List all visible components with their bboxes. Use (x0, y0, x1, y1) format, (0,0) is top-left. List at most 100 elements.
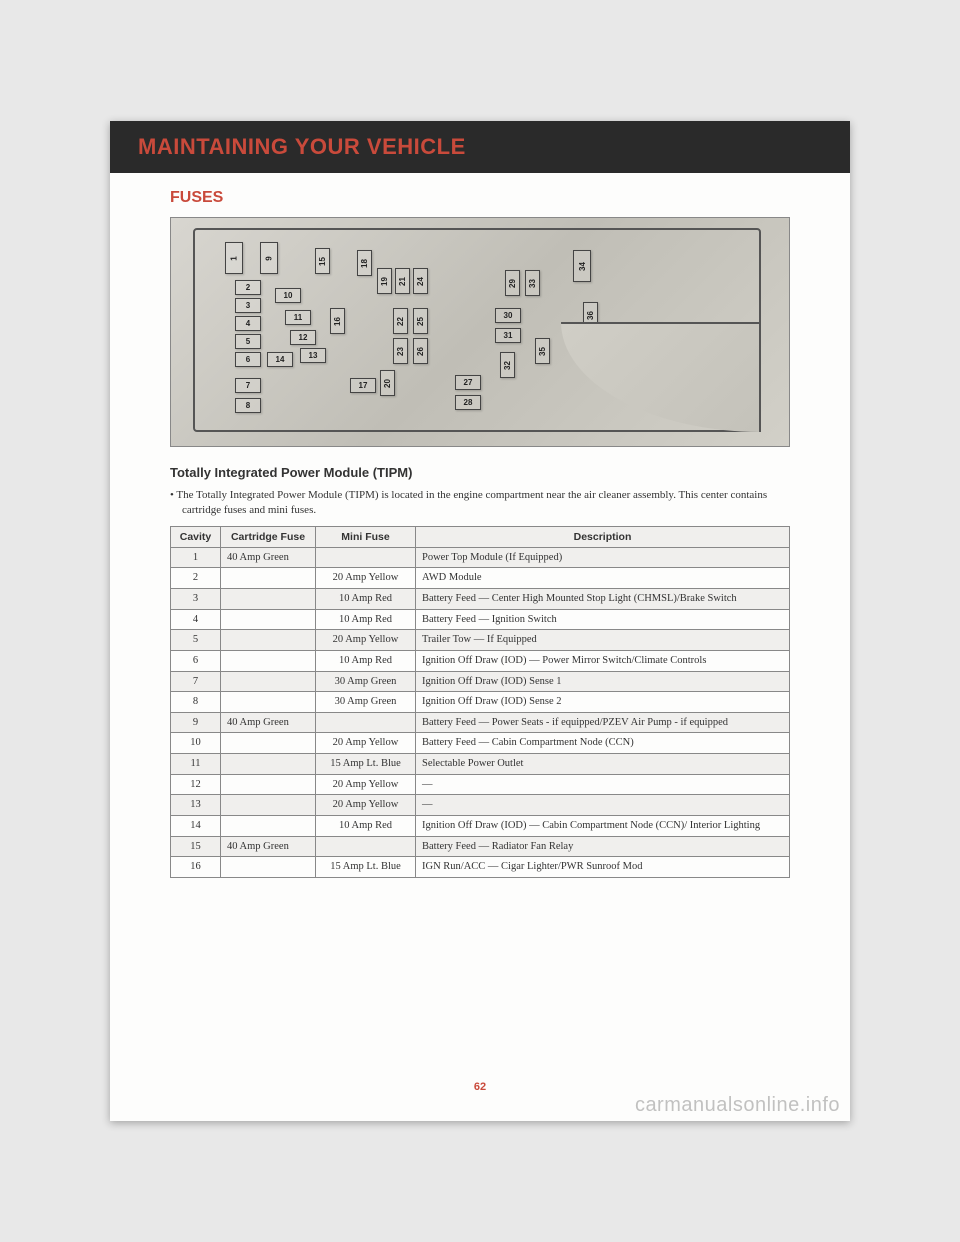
table-cell: 3 (171, 588, 221, 609)
diagram-curve (561, 322, 761, 432)
table-cell: 20 Amp Yellow (316, 733, 416, 754)
intro-bullet: The Totally Integrated Power Module (TIP… (170, 488, 790, 518)
table-cell: 16 (171, 857, 221, 878)
fuse-slot-35: 35 (535, 338, 550, 364)
table-row: 1540 Amp GreenBattery Feed — Radiator Fa… (171, 836, 790, 857)
page-number: 62 (110, 1081, 850, 1093)
table-row: 220 Amp YellowAWD Module (171, 568, 790, 589)
fuse-slot-29: 29 (505, 270, 520, 296)
fuse-slot-19: 19 (377, 268, 392, 294)
col-mini: Mini Fuse (316, 526, 416, 547)
table-row: 1115 Amp Lt. BlueSelectable Power Outlet (171, 754, 790, 775)
manual-page: MAINTAINING YOUR VEHICLE FUSES 19 1 5 1 8 2 10… (110, 121, 850, 1121)
fuse-slot-25: 25 (413, 308, 428, 334)
col-cavity: Cavity (171, 526, 221, 547)
table-row: 1410 Amp RedIgnition Off Draw (IOD) — Ca… (171, 816, 790, 837)
table-cell: 4 (171, 609, 221, 630)
table-cell: 5 (171, 630, 221, 651)
fuse-slot-17: 17 (350, 378, 376, 393)
fuse-slot-21: 21 (395, 268, 410, 294)
fuse-slot-6: 6 (235, 352, 261, 367)
fuse-slot-10: 10 (275, 288, 301, 303)
table-cell (221, 774, 316, 795)
table-cell (316, 712, 416, 733)
fuse-slot-5: 5 (235, 334, 261, 349)
table-cell: 20 Amp Yellow (316, 795, 416, 816)
table-cell: 10 (171, 733, 221, 754)
table-cell (221, 630, 316, 651)
table-cell: Selectable Power Outlet (416, 754, 790, 775)
table-cell: Ignition Off Draw (IOD) — Cabin Compartm… (416, 816, 790, 837)
col-cartridge: Cartridge Fuse (221, 526, 316, 547)
table-cell: Battery Feed — Radiator Fan Relay (416, 836, 790, 857)
table-cell: 10 Amp Red (316, 650, 416, 671)
fuse-slot-7: 7 (235, 378, 261, 393)
table-cell: AWD Module (416, 568, 790, 589)
header-title: MAINTAINING YOUR VEHICLE (138, 134, 466, 160)
table-row: 16 15 Amp Lt. BlueIGN Run/ACC — Cigar Lig… (171, 857, 790, 878)
table-cell: IGN Run/ACC — Cigar Lighter/PWR Sunroof … (416, 857, 790, 878)
table-cell (221, 795, 316, 816)
table-cell (221, 568, 316, 589)
fuse-slot-30: 30 (495, 308, 521, 323)
table-row: 12 20 Amp Yellow— (171, 774, 790, 795)
table-row: 940 Amp Green Battery Feed — Power Seats … (171, 712, 790, 733)
table-cell: 10 Amp Red (316, 588, 416, 609)
table-cell: 20 Amp Yellow (316, 774, 416, 795)
fuse-slot-9: 9 (260, 242, 278, 274)
fuse-slot-13: 13 (300, 348, 326, 363)
subsection-title: Totally Integrated Power Module (TIPM) (170, 465, 790, 480)
fuse-slot-34: 34 (573, 250, 591, 282)
table-row: 410 Amp RedBattery Feed — Ignition Switc… (171, 609, 790, 630)
fuse-slot-3: 3 (235, 298, 261, 313)
fuse-slot-23: 23 (393, 338, 408, 364)
table-cell: 14 (171, 816, 221, 837)
fuse-slot-8: 8 (235, 398, 261, 413)
table-cell (316, 547, 416, 568)
table-cell: 9 (171, 712, 221, 733)
table-cell: 10 Amp Red (316, 609, 416, 630)
table-row: 140 Amp GreenPower Top Module (If Equipp… (171, 547, 790, 568)
fuse-slot-11: 11 (285, 310, 311, 325)
fuse-slot-20: 20 (380, 370, 395, 396)
table-cell: Battery Feed — Cabin Compartment Node (C… (416, 733, 790, 754)
table-cell: 40 Amp Green (221, 547, 316, 568)
table-cell: 6 (171, 650, 221, 671)
fuse-slot-12: 12 (290, 330, 316, 345)
section-title: FUSES (170, 189, 790, 207)
fuse-slot-1: 1 (225, 242, 243, 274)
table-row: 610 Amp RedIgnition Off Draw (IOD) — Pow… (171, 650, 790, 671)
table-cell: 11 (171, 754, 221, 775)
table-cell: 30 Amp Green (316, 692, 416, 713)
table-cell: Battery Feed — Power Seats - if equipped… (416, 712, 790, 733)
fuse-slot-2: 2 (235, 280, 261, 295)
table-row: 3 10 Amp RedBattery Feed — Center High Mo… (171, 588, 790, 609)
fuse-slot-33: 33 (525, 270, 540, 296)
table-row: 1320 Amp Yellow— (171, 795, 790, 816)
table-cell (221, 733, 316, 754)
fuse-slot-4: 4 (235, 316, 261, 331)
page-content: FUSES 1915182101921243111641222255232661… (110, 173, 850, 878)
fuse-table: Cavity Cartridge Fuse Mini Fuse Descript… (170, 526, 790, 878)
fuse-slot-27: 27 (455, 375, 481, 390)
table-row: 10 20 Amp YellowBattery Feed — Cabin Comp… (171, 733, 790, 754)
table-cell: Trailer Tow — If Equipped (416, 630, 790, 651)
fuse-slot-32: 32 (500, 352, 515, 378)
table-cell: 12 (171, 774, 221, 795)
table-cell (221, 588, 316, 609)
table-cell: 13 (171, 795, 221, 816)
table-cell: Ignition Off Draw (IOD) Sense 2 (416, 692, 790, 713)
table-cell: Battery Feed — Center High Mounted Stop … (416, 588, 790, 609)
fuse-slot-26: 26 (413, 338, 428, 364)
table-cell (221, 671, 316, 692)
table-cell: 30 Amp Green (316, 671, 416, 692)
table-header-row: Cavity Cartridge Fuse Mini Fuse Descript… (171, 526, 790, 547)
fuse-slot-28: 28 (455, 395, 481, 410)
table-cell (221, 692, 316, 713)
table-row: 730 Amp GreenIgnition Off Draw (IOD) Sen… (171, 671, 790, 692)
table-cell: 15 Amp Lt. Blue (316, 857, 416, 878)
table-cell: 1 (171, 547, 221, 568)
col-description: Description (416, 526, 790, 547)
table-cell: — (416, 774, 790, 795)
table-cell: 40 Amp Green (221, 712, 316, 733)
